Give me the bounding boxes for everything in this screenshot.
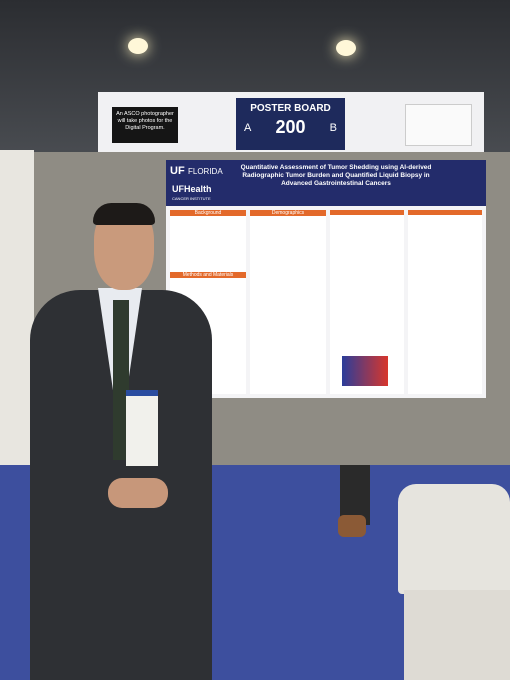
board-label: POSTER BOARD [250, 103, 331, 114]
board-number: 200 [275, 117, 306, 137]
figure [342, 356, 388, 386]
photographer-note: An ASCO photographer will take photos fo… [112, 107, 178, 143]
poster: UF FLORIDA UFHealth CANCER INSTITUTE Qua… [166, 160, 486, 398]
section-heading: Methods and Materials [170, 272, 246, 278]
poster-header [166, 160, 486, 206]
column: Demographics [250, 210, 326, 394]
chair-seat [404, 590, 510, 680]
section-heading: Demographics [250, 210, 326, 216]
board-sign: POSTER BOARD A 200 B [236, 98, 345, 150]
side-b: B [329, 121, 337, 134]
placard [405, 104, 472, 146]
logo-florida: FLORIDA [188, 167, 223, 176]
logo-health: UFHealth [172, 184, 212, 194]
shoe [338, 515, 366, 537]
logo-uf: UF [170, 165, 185, 177]
badge [126, 390, 158, 466]
person-tie [113, 300, 129, 460]
section-heading: Background [170, 210, 246, 216]
person-hair [93, 203, 155, 225]
light [336, 40, 356, 56]
column [408, 210, 482, 394]
light [128, 38, 148, 54]
person-hands [108, 478, 168, 508]
board-number-row: A 200 B [236, 114, 345, 138]
chair [398, 484, 510, 594]
poster-title: Quantitative Assessment of Tumor Sheddin… [240, 164, 432, 187]
side-a: A [244, 121, 252, 134]
logo-institute: CANCER INSTITUTE [172, 196, 211, 201]
